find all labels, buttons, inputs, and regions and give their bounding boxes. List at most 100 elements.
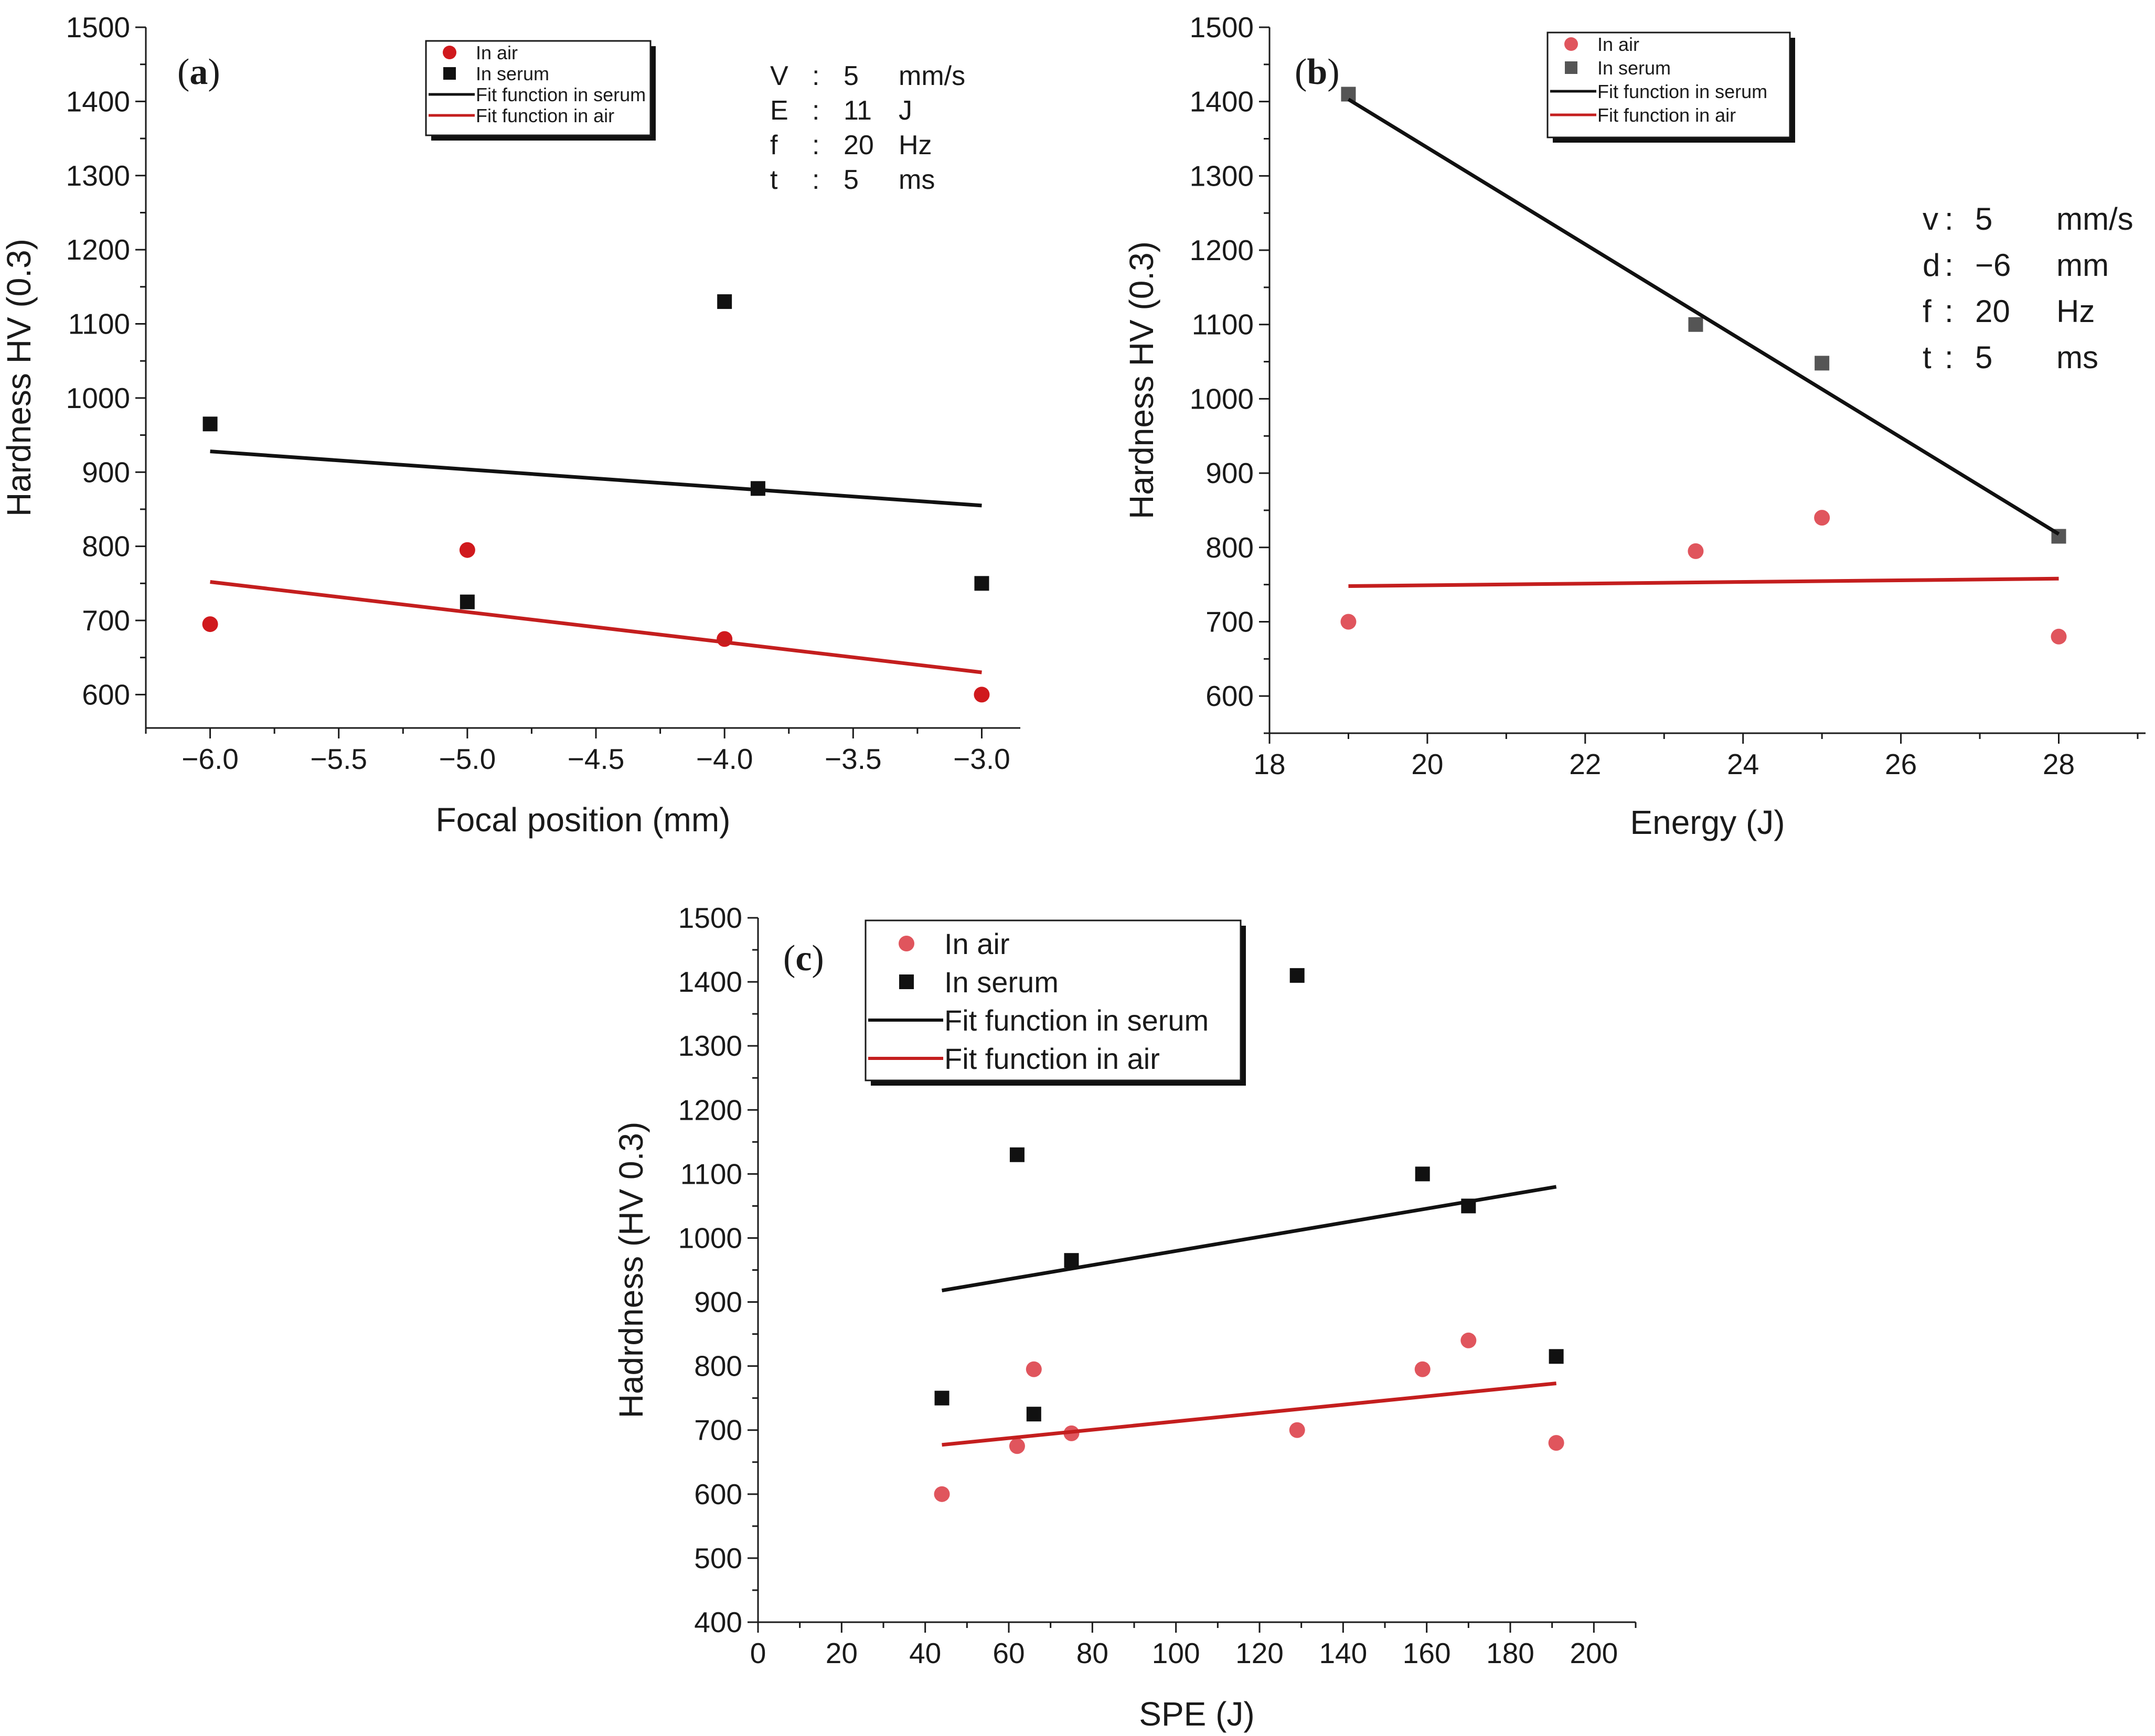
x-tick-label: 80 [1076, 1637, 1108, 1669]
y-tick-label: 1300 [678, 1030, 742, 1062]
param-value: 5 [1975, 201, 1992, 237]
y-axis-title: Hardness HV (0.3) [0, 239, 38, 517]
param-value: −6 [1975, 248, 2011, 283]
y-tick-label: 1100 [1192, 308, 1254, 341]
fit-line [210, 449, 982, 508]
x-tick-label: −3.0 [953, 743, 1010, 775]
panel-label-letter: c [795, 938, 812, 979]
data-point-circle [1414, 1361, 1431, 1377]
x-tick-label: 20 [826, 1637, 858, 1669]
x-axis-title: Energy (J) [1630, 803, 1785, 841]
chart-panel-b: 18 20 22 24 26 28 600 700 800 900 1000 1100 1200 1300… [1123, 11, 2146, 841]
chart-panel-a: −6.0 −5.5 −5.0 −4.5 −4.0 −3.5 −3.0 600 700 800 900… [0, 11, 1020, 839]
series-fit-function-in-air [942, 1381, 1556, 1447]
data-point-circle [459, 542, 475, 558]
data-point-square [460, 594, 475, 609]
param-separator: : [1945, 248, 1954, 283]
data-point-circle [1340, 614, 1357, 630]
process-parameters: V:5 mm/sE:11 Jf:20 Hzt:5 ms [770, 61, 965, 195]
x-tick-label: −5.0 [439, 743, 496, 775]
param-symbol: f [770, 130, 778, 160]
x-tick-label: 26 [1885, 748, 1917, 780]
param-symbol: E [770, 95, 788, 126]
legend-label: In air [476, 42, 518, 63]
series-in-serum [202, 294, 989, 609]
x-tick-label: −3.5 [825, 743, 882, 775]
y-tick-label: 1200 [66, 233, 130, 266]
x-axis-title: SPE (J) [1139, 1695, 1254, 1733]
y-tick-label: 1000 [1190, 382, 1254, 415]
series-in-air [1340, 510, 2067, 645]
panel-label: (b) [1295, 52, 1340, 92]
y-tick-label: 1400 [1190, 85, 1254, 118]
data-point-square [1341, 87, 1356, 102]
y-axis-title: Hadrdness (HV 0.3) [612, 1122, 650, 1419]
data-point-square [1064, 1253, 1079, 1268]
series-fit-function-in-serum [1347, 98, 2060, 536]
y-tick-label: 1500 [678, 902, 742, 934]
y-tick-label: 1500 [1190, 11, 1254, 44]
x-tick-label: 40 [909, 1637, 941, 1669]
y-tick-label: 1000 [66, 382, 130, 414]
y-tick-label: 1400 [66, 85, 130, 117]
y-tick-label: 1200 [1190, 234, 1254, 266]
data-point-square [1009, 1147, 1025, 1162]
x-tick-label: −6.0 [182, 743, 239, 775]
fit-line [1347, 98, 2060, 536]
x-tick-label: −4.0 [696, 743, 753, 775]
legend-label: Fit function in air [1597, 104, 1736, 126]
data-point-circle [202, 616, 218, 633]
y-tick-label: 700 [694, 1414, 742, 1446]
param-unit: Hz [899, 130, 932, 160]
y-tick-label: 1100 [68, 308, 130, 340]
param-symbol: d [1923, 248, 1940, 283]
data-point-square [974, 576, 989, 591]
data-point-circle [2051, 628, 2067, 645]
series-fit-function-in-air [210, 580, 982, 674]
param-value: 20 [1975, 294, 2010, 329]
x-tick-label: 60 [993, 1637, 1025, 1669]
param-symbol: t [1923, 340, 1932, 375]
legend-box [865, 919, 1242, 1081]
legend-label: Fit function in serum [944, 1004, 1209, 1037]
legend-square-swatch [1565, 61, 1577, 74]
x-tick-label: 100 [1152, 1637, 1200, 1669]
data-point-circle [934, 1486, 950, 1502]
param-unit: mm/s [899, 61, 965, 91]
x-tick-label: 180 [1486, 1637, 1534, 1669]
panel-label-close: ) [208, 52, 220, 92]
data-point-circle [1289, 1422, 1305, 1438]
x-tick-label: 160 [1403, 1637, 1451, 1669]
fit-line [942, 1381, 1556, 1447]
y-tick-label: 700 [1205, 605, 1254, 638]
fit-line [210, 580, 982, 674]
x-tick-label: 140 [1319, 1637, 1367, 1669]
param-separator: : [1945, 340, 1954, 375]
y-axis-title: Hardness HV (0.3) [1123, 241, 1160, 519]
param-value: 5 [1975, 340, 1992, 375]
x-tick-label: 24 [1727, 748, 1759, 780]
legend-circle-swatch [1564, 37, 1578, 51]
x-tick-label: 28 [2043, 748, 2075, 780]
panel-label-open: ( [177, 52, 189, 92]
data-point-circle [1548, 1435, 1564, 1451]
legend-label: Fit function in serum [476, 84, 646, 105]
x-tick-label: −5.5 [310, 743, 367, 775]
y-tick-label: 800 [694, 1350, 742, 1383]
data-point-square [1549, 1349, 1564, 1364]
y-tick-label: 400 [694, 1606, 742, 1638]
panel-label: (a) [177, 52, 220, 92]
data-point-square [934, 1390, 950, 1406]
series-in-air [934, 1332, 1564, 1502]
y-tick-label: 900 [694, 1286, 742, 1319]
x-tick-label: 200 [1570, 1637, 1618, 1669]
legend-label: In serum [476, 63, 549, 84]
param-symbol: f [1923, 294, 1932, 329]
chart-panel-c: 0 20 40 60 80 100 120 140 160 180 200 400 500 600 700 8… [612, 902, 1637, 1733]
param-unit: Hz [2056, 294, 2095, 329]
param-value: 11 [844, 95, 872, 126]
y-tick-label: 1000 [678, 1221, 742, 1254]
param-value: 5 [844, 165, 859, 195]
